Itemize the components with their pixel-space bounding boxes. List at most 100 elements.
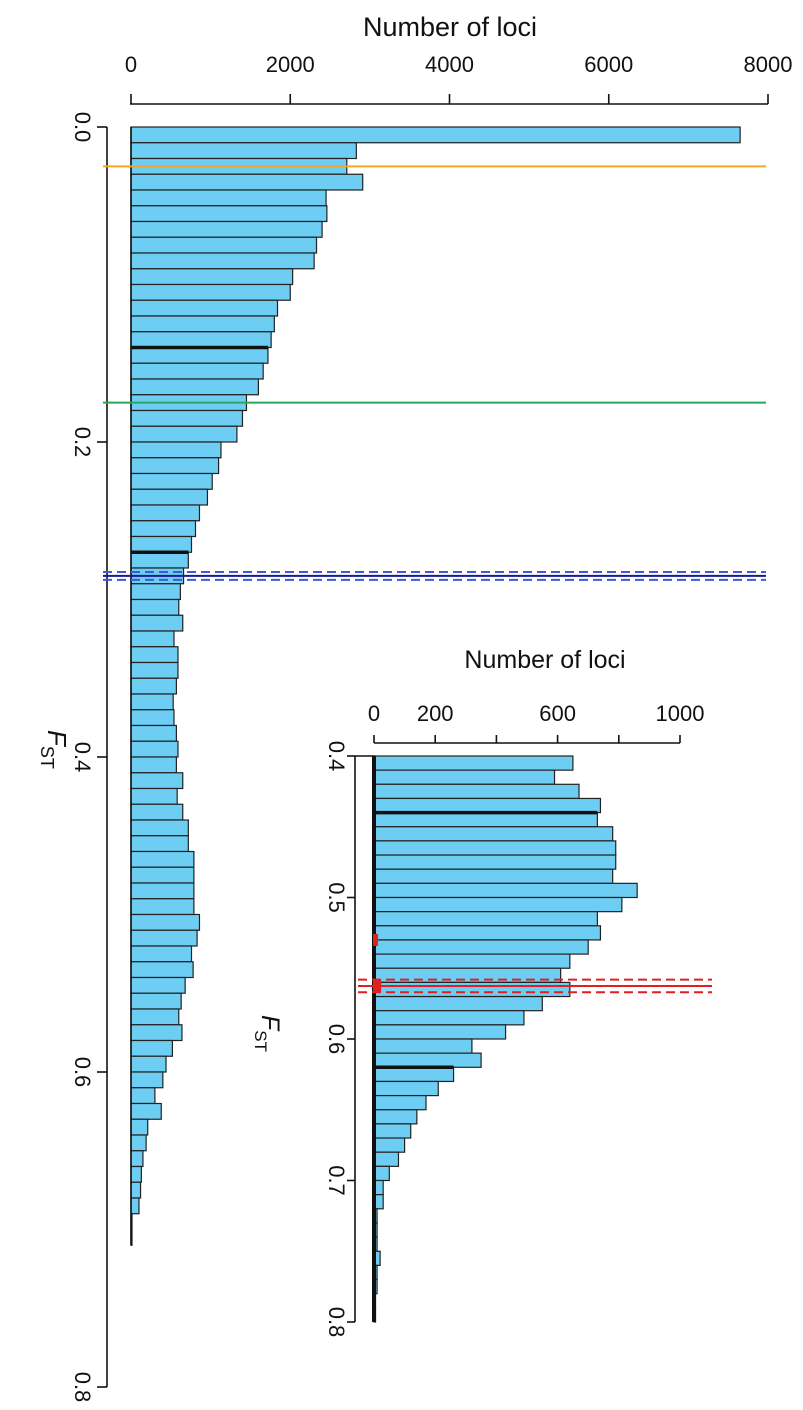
main-bar — [130, 299, 279, 317]
inset-bar — [373, 1066, 455, 1083]
inset-x-ticks: 0 200 600 1000 — [368, 701, 705, 743]
main-bar — [130, 252, 315, 270]
inset-bar — [373, 882, 638, 899]
main-bars — [130, 126, 741, 1246]
main-bar — [130, 756, 177, 774]
inset-x-tick-label: 600 — [539, 701, 576, 726]
main-bar — [130, 331, 272, 349]
main-bar — [130, 630, 175, 648]
main-x-ticks: 0 2000 4000 6000 8000 — [125, 52, 792, 104]
main-bar — [130, 283, 291, 301]
main-y-tick-label: 0.4 — [70, 742, 95, 773]
inset-bar — [373, 1109, 418, 1125]
main-bar — [130, 961, 194, 979]
inset-bar — [373, 1038, 473, 1054]
inset-bar — [373, 1010, 525, 1026]
inset-bar — [373, 769, 556, 785]
inset-bar — [373, 1094, 427, 1111]
main-x-tick-label: 6000 — [584, 52, 633, 77]
inset-bar — [373, 868, 614, 884]
main-bar — [130, 882, 195, 900]
main-bar — [130, 220, 323, 238]
main-bar — [130, 677, 177, 695]
inset-x-tick-label: 1000 — [656, 701, 705, 726]
main-bar — [130, 520, 197, 538]
main-y-tick-label: 0.2 — [70, 427, 95, 458]
main-x-axis-title: Number of loci — [363, 12, 537, 42]
main-bar — [130, 583, 181, 601]
main-bar — [130, 378, 260, 396]
main-bar — [130, 1087, 156, 1105]
main-bar — [130, 1181, 142, 1199]
main-bar — [130, 1055, 167, 1073]
main-bar — [130, 1134, 147, 1152]
main-bar — [130, 646, 179, 664]
inset-y-ticks: 0.4 0.5 0.6 0.7 0.8 — [324, 741, 355, 1338]
main-bar — [130, 1024, 183, 1042]
main-bar — [130, 409, 244, 427]
main-bar — [130, 457, 220, 475]
main-bar — [130, 1118, 149, 1136]
main-bar — [130, 315, 275, 333]
main-bar — [130, 740, 179, 758]
inset-bar — [373, 925, 602, 941]
main-histogram: Number of loci 0 2000 4000 6000 8000 0.00.20… — [37, 12, 792, 1402]
inset-y-tick-label: 0.7 — [324, 1165, 349, 1196]
inset-bar — [373, 939, 589, 955]
inset-histogram: Number of loci 0 200 600 1000 0.40.50.60.70… — [251, 640, 730, 1337]
inset-bar — [373, 953, 571, 969]
inset-bar — [373, 1024, 507, 1040]
main-bar — [130, 1008, 180, 1026]
inset-bar — [373, 1080, 439, 1097]
inset-x-axis-title: Number of loci — [464, 646, 625, 674]
main-bar — [130, 929, 198, 947]
main-y-tick-label: 0.8 — [70, 1372, 95, 1403]
main-bar — [130, 142, 357, 160]
inset-bar — [373, 896, 623, 913]
main-bar — [130, 551, 189, 569]
main-bar — [130, 1150, 144, 1168]
main-bar — [130, 1102, 162, 1120]
main-bar — [130, 598, 180, 616]
main-bar — [130, 362, 264, 380]
main-bar — [130, 535, 193, 553]
main-bar — [130, 1039, 174, 1057]
main-bar — [130, 488, 209, 506]
inset-bar — [373, 797, 602, 814]
inset-x-tick-label: 0 — [368, 701, 380, 726]
main-bar — [130, 913, 201, 931]
inset-bar — [373, 755, 574, 771]
main-bar — [130, 866, 195, 884]
main-x-tick-label: 0 — [125, 52, 137, 77]
inset-reference-lines — [358, 933, 712, 994]
inset-bar — [373, 911, 598, 927]
main-bar — [130, 205, 328, 223]
main-bar — [130, 898, 195, 916]
inset-bar — [373, 1052, 482, 1068]
inset-y-tick-label: 0.8 — [324, 1307, 349, 1338]
main-bar — [130, 441, 222, 459]
main-bar — [130, 472, 213, 490]
inset-y-tick-label: 0.5 — [324, 882, 349, 913]
main-bar — [130, 835, 189, 853]
main-bar — [130, 945, 193, 963]
inset-y-tick-label: 0.6 — [324, 1024, 349, 1055]
inset-bar — [373, 811, 598, 828]
main-bar — [130, 661, 179, 679]
main-bar — [130, 709, 175, 727]
main-bar — [130, 189, 327, 207]
main-bar — [130, 236, 318, 254]
main-y-tick-label: 0.0 — [70, 112, 95, 143]
main-reference-lines — [103, 165, 766, 581]
inset-bar — [373, 826, 614, 842]
main-y-ticks: 0.0 0.2 0.4 0.6 0.8 — [70, 112, 107, 1403]
main-bar — [130, 787, 178, 805]
main-bar — [130, 173, 364, 191]
main-bar — [130, 724, 177, 742]
inset-red-marker — [373, 933, 379, 946]
main-x-tick-label: 4000 — [425, 52, 474, 77]
inset-bar — [373, 1151, 400, 1167]
inset-bar — [373, 995, 543, 1012]
main-bar — [130, 819, 189, 837]
